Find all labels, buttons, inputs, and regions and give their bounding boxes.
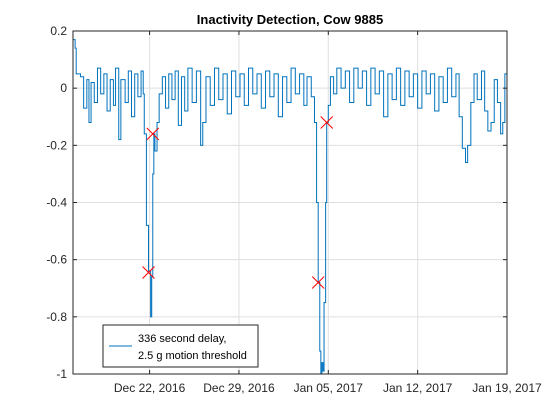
y-tick-label: -0.2 xyxy=(46,138,67,152)
inactivity-marker xyxy=(146,127,160,141)
marker-stroke xyxy=(146,127,160,141)
marker-stroke xyxy=(311,276,325,289)
x-tick-label: Dec 22, 2016 xyxy=(114,381,186,395)
y-tick-label: -1 xyxy=(56,367,67,381)
legend-label-line2: 2.5 g motion threshold xyxy=(138,350,247,362)
y-tick-label: -0.8 xyxy=(46,310,67,324)
marker-stroke xyxy=(142,266,155,279)
series-layer xyxy=(73,39,508,375)
inactivity-marker xyxy=(311,276,325,289)
tick-layer: 0.2 0 -0.2 -0.4 -0.6 -0.8 -1 Dec 22, 2016 Dec 29… xyxy=(46,24,542,395)
x-tick-label: Jan 12, 2017 xyxy=(383,381,453,395)
x-tick-label: Dec 29, 2016 xyxy=(203,381,275,395)
y-tick-label: -0.6 xyxy=(46,253,67,267)
legend: 336 second delay, 2.5 g motion threshold xyxy=(102,324,259,368)
y-tick-label: 0 xyxy=(60,81,67,95)
chart-title: Inactivity Detection, Cow 9885 xyxy=(197,12,383,27)
x-tick-label: Jan 05, 2017 xyxy=(294,381,364,395)
marker-layer xyxy=(142,116,334,289)
x-tick-label: Jan 19, 2017 xyxy=(472,381,542,395)
legend-label-line1: 336 second delay, xyxy=(138,333,226,345)
inactivity-marker xyxy=(320,116,334,129)
y-tick-label: 0.2 xyxy=(50,24,67,38)
series-line xyxy=(73,39,508,375)
y-tick-label: -0.4 xyxy=(46,196,67,210)
inactivity-marker xyxy=(142,266,155,279)
marker-stroke xyxy=(320,116,334,129)
